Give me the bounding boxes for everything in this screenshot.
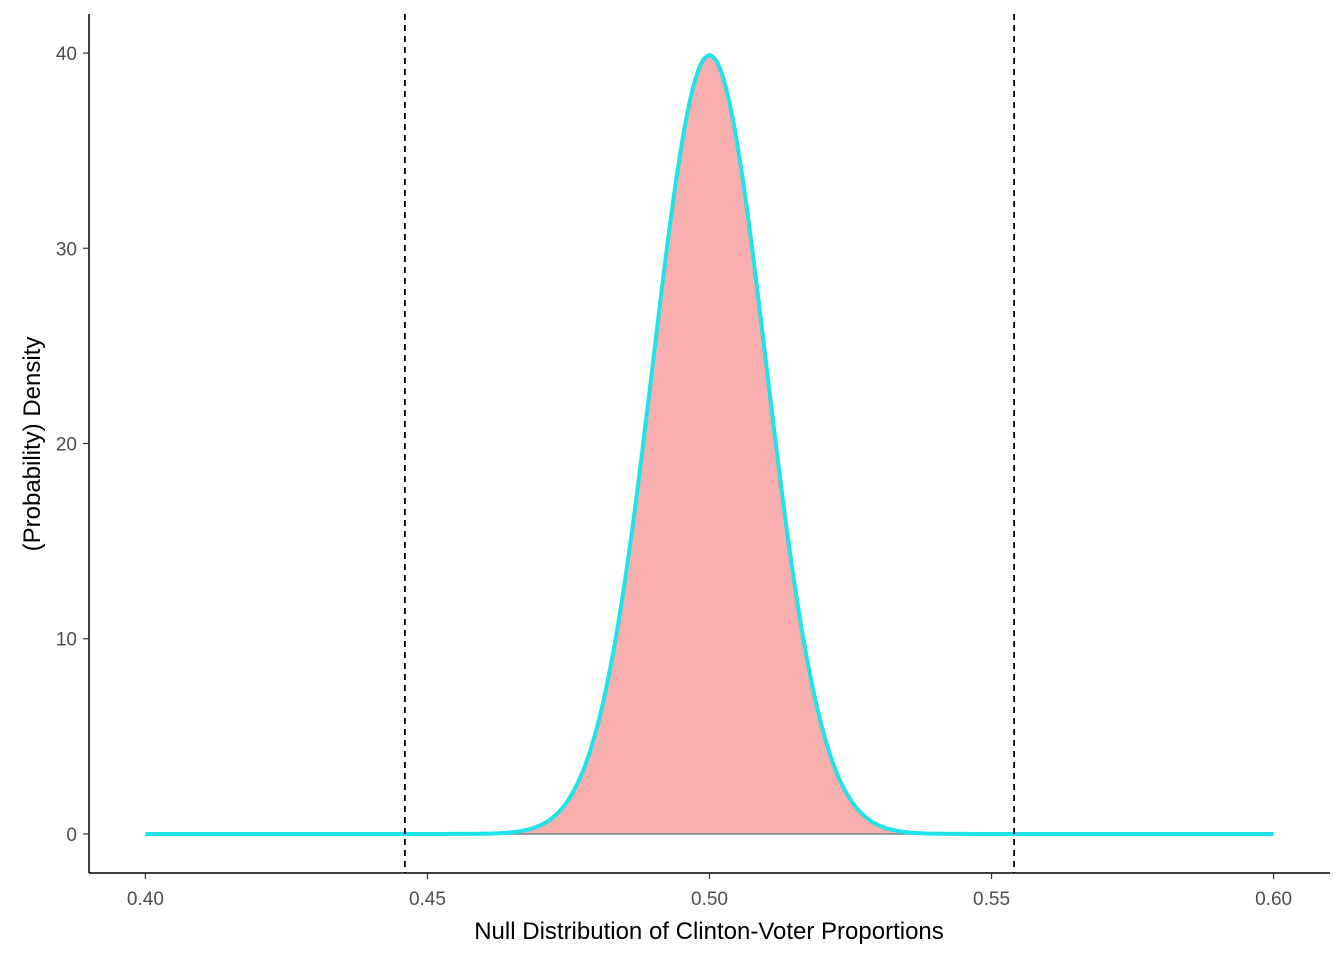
y-tick-label: 30 bbox=[56, 239, 77, 260]
y-tick-label: 40 bbox=[56, 44, 77, 65]
y-ticks: 0 10 20 30 40 bbox=[56, 44, 89, 846]
x-axis-title: Null Distribution of Clinton-Voter Propo… bbox=[474, 918, 944, 945]
y-tick-label: 20 bbox=[56, 435, 77, 456]
x-tick-label: 0.60 bbox=[1255, 889, 1292, 910]
fill-layer bbox=[404, 54, 1015, 835]
x-tick-label: 0.55 bbox=[973, 889, 1010, 910]
vline-layer bbox=[403, 14, 1016, 873]
x-tick-label: 0.50 bbox=[691, 889, 728, 910]
density-fill bbox=[404, 54, 1015, 835]
y-tick-label: 0 bbox=[66, 825, 77, 846]
x-tick-label: 0.40 bbox=[127, 889, 164, 910]
curve-layer bbox=[145, 53, 1274, 836]
y-axis-title: (Probability) Density bbox=[19, 337, 46, 552]
density-curve bbox=[145, 53, 1274, 836]
y-tick-label: 10 bbox=[56, 630, 77, 651]
x-tick-label: 0.45 bbox=[409, 889, 446, 910]
x-ticks: 0.40 0.45 0.50 0.55 0.60 bbox=[127, 873, 1292, 910]
